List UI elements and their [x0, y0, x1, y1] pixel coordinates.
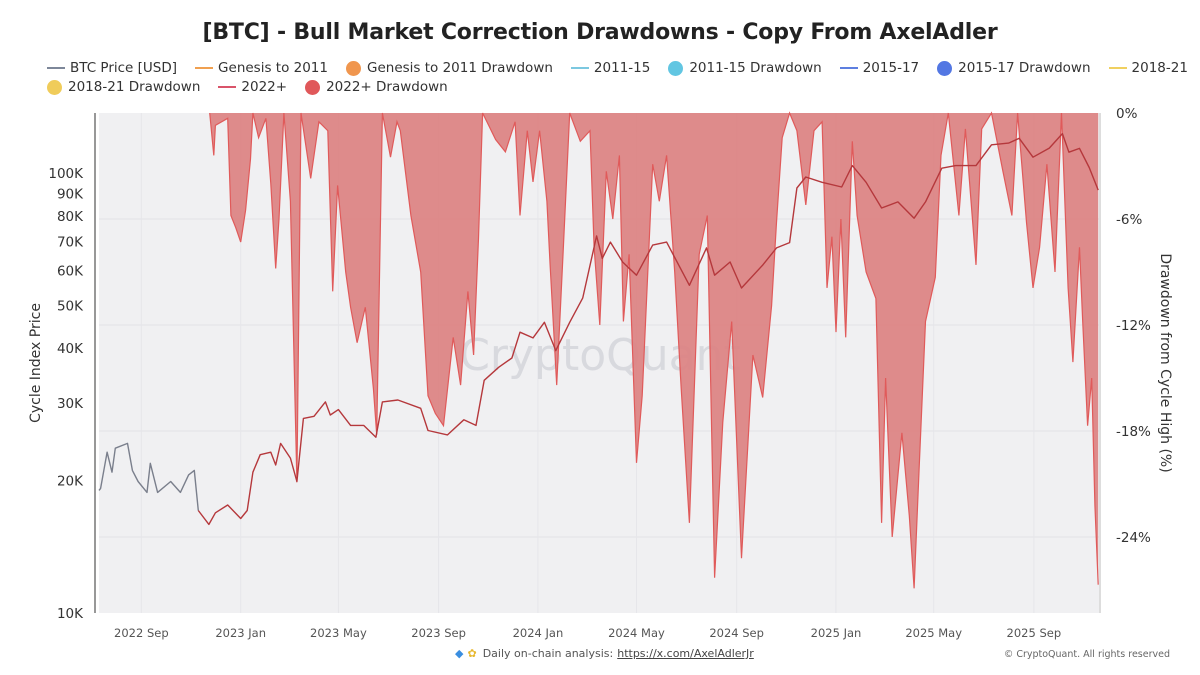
y-tick-label: 30K [57, 396, 84, 412]
legend-label: 2022+ [241, 79, 288, 95]
right-axis-title: Drawdown from Cycle High (%) [1157, 253, 1173, 472]
legend-line-marker [839, 67, 858, 69]
y2-tick-label: 0% [1116, 106, 1138, 122]
y2-tick-label: -12% [1116, 318, 1151, 334]
legend-line-marker [195, 67, 214, 69]
legend-label: 2018-21 [1131, 60, 1188, 76]
y2-tick-label: -18% [1116, 424, 1151, 440]
legend-label: 2011-15 [593, 60, 651, 76]
legend-item[interactable]: 2022+ Drawdown [305, 79, 448, 95]
drawdown-line [209, 111, 1099, 589]
legend-dot-marker [937, 60, 953, 76]
y-tick-label: 40K [57, 341, 84, 357]
x-tick-label: 2024 May [608, 626, 665, 640]
hands-icon: ✿ [467, 647, 477, 660]
y-tick-label: 60K [57, 264, 84, 280]
legend-item[interactable]: 2018-21 [1108, 60, 1188, 76]
x-tick-label: 2025 Sep [1007, 626, 1062, 640]
x-tick-label: 2024 Sep [709, 626, 764, 640]
btc-price-line [98, 442, 199, 511]
legend-label: 2022+ Drawdown [326, 79, 448, 95]
legend-line-marker [218, 86, 237, 88]
y-tick-label: 50K [57, 299, 84, 315]
legend-item[interactable]: 2022+ [218, 79, 287, 95]
legend-label: 2015-17 [862, 60, 920, 76]
x-axis-ticks: 2022 Sep 2023 Jan 2023 May 2023 Sep 2024 Jan… [114, 626, 1061, 640]
legend-label: 2015-17 Drawdown [958, 60, 1091, 76]
x-tick-label: 2025 May [905, 626, 962, 640]
legend-item[interactable]: 2011-15 Drawdown [668, 60, 822, 76]
y-tick-label: 10K [57, 606, 84, 622]
drawdown-area [209, 113, 1099, 589]
legend-item[interactable]: 2015-17 Drawdown [937, 60, 1091, 76]
footer-text: Daily on-chain analysis: [482, 647, 614, 660]
legend-label: 2018-21 Drawdown [68, 79, 201, 95]
x-tick-label: 2024 Jan [513, 626, 564, 640]
y-tick-label: 90K [57, 186, 84, 202]
x-tick-label: 2022 Sep [114, 626, 169, 640]
y2-tick-label: -24% [1116, 530, 1151, 546]
legend-label: BTC Price [USD] [70, 60, 178, 76]
legend-item[interactable]: Genesis to 2011 Drawdown [346, 60, 553, 76]
copyright: © CryptoQuant. All rights reserved [1003, 649, 1170, 660]
legend-line-marker [47, 67, 65, 69]
legend-label: Genesis to 2011 Drawdown [367, 60, 553, 76]
legend-dot-marker [346, 60, 361, 76]
legend-label: Genesis to 2011 [218, 60, 328, 76]
legend-dot-marker [305, 79, 321, 95]
legend-dot-marker [47, 79, 62, 95]
legend: BTC Price [USD] Genesis to 2011 Genesis to… [47, 59, 1200, 77]
left-axis-ticks: 10K 20K 30K 40K 50K 60K 70K 80K 90K 100K [48, 166, 84, 622]
legend-line-marker [1108, 67, 1127, 69]
legend-row-2: 2018-21 Drawdown 2022+ 2022+ Drawdown [47, 78, 466, 96]
chart-title: [BTC] - Bull Market Correction Drawdowns… [202, 20, 998, 45]
cycle-2022-price-line [197, 132, 1099, 526]
x-tick-label: 2023 Sep [411, 626, 466, 640]
legend-item[interactable]: 2011-15 [570, 60, 651, 76]
x-tick-label: 2025 Jan [811, 626, 862, 640]
right-axis-ticks: 0% -6% -12% -18% -24% [1116, 106, 1151, 546]
legend-label: 2011-15 Drawdown [689, 60, 822, 76]
x-tick-label: 2023 May [310, 626, 367, 640]
legend-item[interactable]: Genesis to 2011 [195, 60, 328, 76]
y-tick-label: 70K [57, 234, 84, 250]
legend-item[interactable]: 2018-21 Drawdown [47, 79, 200, 95]
left-axis-title: Cycle Index Price [28, 303, 44, 423]
footer-link[interactable]: https://x.com/AxelAdlerJr [617, 647, 754, 660]
y-tick-label: 100K [48, 166, 84, 182]
legend-item[interactable]: BTC Price [USD] [47, 60, 177, 76]
diamond-icon: ◆ [455, 647, 464, 660]
watermark: CryptoQuant [459, 330, 741, 381]
footer: ◆ ✿ Daily on-chain analysis: https://x.c… [455, 647, 754, 660]
legend-dot-marker [668, 60, 684, 76]
y2-tick-label: -6% [1116, 212, 1142, 228]
y-tick-label: 20K [57, 474, 84, 490]
x-tick-label: 2023 Jan [215, 626, 266, 640]
series-layer [98, 111, 1099, 589]
y-tick-label: 80K [57, 209, 84, 225]
legend-item[interactable]: 2015-17 [839, 60, 920, 76]
legend-line-marker [570, 67, 589, 69]
